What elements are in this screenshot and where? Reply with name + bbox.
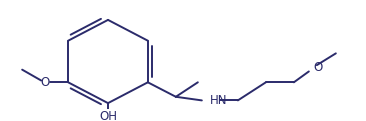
Text: O: O (314, 61, 323, 74)
Text: O: O (41, 76, 50, 89)
Text: HN: HN (210, 94, 227, 107)
Text: OH: OH (99, 110, 117, 121)
